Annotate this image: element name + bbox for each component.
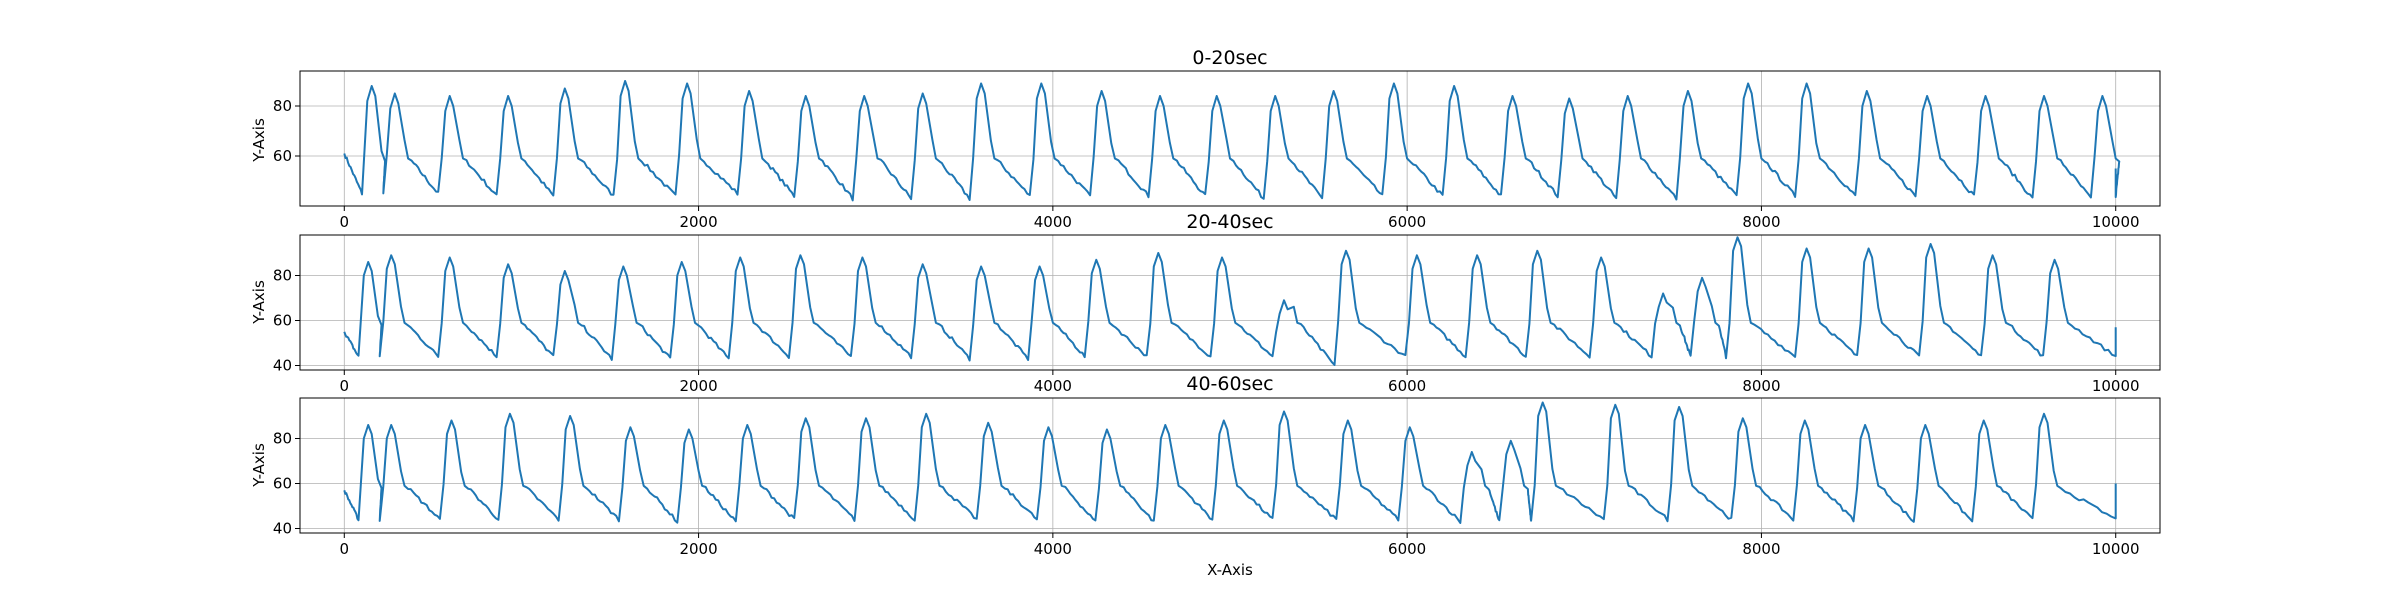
- axes-frame: [299, 234, 2161, 371]
- x-tick-label: 10000: [2092, 213, 2140, 231]
- y-tick-label: 40: [273, 520, 292, 538]
- x-tick-label: 8000: [1742, 377, 1780, 395]
- x-tick-label: 6000: [1388, 213, 1426, 231]
- x-tick-label: 2000: [679, 213, 717, 231]
- y-axis-label: Y-Axis: [250, 118, 268, 163]
- y-tick-label: 80: [273, 267, 292, 285]
- x-axis-label: X-Axis: [1207, 561, 1253, 579]
- x-tick-label: 8000: [1742, 213, 1780, 231]
- x-tick-label: 0: [340, 377, 350, 395]
- x-tick-label: 6000: [1388, 540, 1426, 558]
- x-tick-label: 10000: [2092, 540, 2140, 558]
- y-axis-label: Y-Axis: [250, 280, 268, 325]
- subplot-title: 0-20sec: [1192, 47, 1267, 69]
- x-tick-label: 4000: [1034, 540, 1072, 558]
- y-tick-label: 60: [273, 147, 292, 165]
- y-tick-label: 80: [273, 430, 292, 448]
- x-tick-label: 0: [340, 213, 350, 231]
- subplot-20-40sec: 20-40sec Y-Axis 0 2000 4000 6000 8000 10000 40…: [250, 211, 2161, 395]
- subplot-0-20sec: 0-20sec Y-Axis 0 2000 4000 6000 8000 10000 60 8…: [250, 47, 2161, 231]
- x-tick-label: 0: [340, 540, 350, 558]
- axes-frame: [299, 397, 2161, 534]
- x-tick-label: 4000: [1034, 213, 1072, 231]
- axes-frame: [299, 70, 2161, 207]
- y-tick-label: 80: [273, 97, 292, 115]
- series-line: [343, 401, 2117, 524]
- subplot-title: 20-40sec: [1186, 211, 1273, 233]
- x-tick-label: 8000: [1742, 540, 1780, 558]
- y-tick-label: 60: [273, 312, 292, 330]
- series-line: [343, 236, 2117, 366]
- subplot-title: 40-60sec: [1186, 373, 1273, 395]
- x-tick-label: 2000: [679, 540, 717, 558]
- x-tick-label: 4000: [1034, 377, 1072, 395]
- x-tick-label: 6000: [1388, 377, 1426, 395]
- y-axis-label: Y-Axis: [250, 443, 268, 488]
- series-line: [343, 80, 2121, 202]
- y-tick-label: 40: [273, 357, 292, 375]
- subplot-40-60sec: 40-60sec Y-Axis X-Axis 0 2000 4000 6000 8000…: [250, 373, 2161, 579]
- x-tick-label: 10000: [2092, 377, 2140, 395]
- y-tick-label: 60: [273, 475, 292, 493]
- x-tick-label: 2000: [679, 377, 717, 395]
